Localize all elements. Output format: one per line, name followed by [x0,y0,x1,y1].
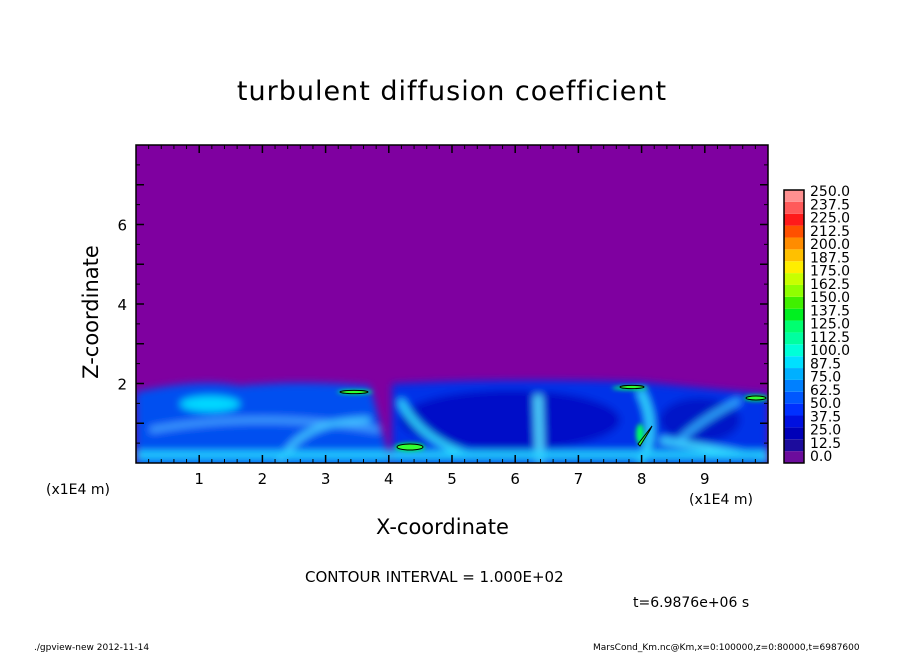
colorbar-label: 87.5 [810,356,841,372]
colorbar-swatch [784,213,804,226]
contour-line [619,384,645,390]
colorbar-label: 0.0 [810,449,832,465]
contour-interval: CONTOUR INTERVAL = 1.000E+02 [305,568,564,586]
colorbar-label: 75.0 [810,370,841,386]
colorbar-swatch [784,344,804,357]
colorbar-label: 125.0 [810,317,850,333]
colorbar-label: 62.5 [810,383,841,399]
x-tick-label: 4 [384,470,394,488]
colorbar-swatch [784,391,804,404]
x-tick-label: 8 [637,470,647,488]
colorbar-swatch [784,415,804,428]
colorbar-label: 212.5 [810,224,850,240]
colorbar-label: 250.0 [810,184,850,200]
colorbar-swatch [784,439,804,452]
colorbar-swatch [784,308,804,321]
colorbar-label: 162.5 [810,277,850,293]
colorbar: 0.012.525.037.550.062.575.087.5100.0112.… [783,184,850,465]
x-tick-label: 2 [258,470,268,488]
colorbar-frame [783,189,805,464]
colorbar-swatch [784,320,804,333]
colorbar-swatch [784,451,804,463]
colorbar-swatch [784,237,804,250]
colorbar-swatch [784,273,804,285]
x-tick-label: 9 [700,470,710,488]
y-tick-label: 6 [117,217,127,235]
heatmap-field [136,145,768,463]
colorbar-swatch [784,225,804,238]
z-axis-unit: (x1E4 m) [46,482,110,498]
colorbar-swatch [784,249,804,262]
colorbar-label: 150.0 [810,290,850,306]
y-tick-label: 4 [117,296,127,314]
contour-line [396,443,424,451]
colorbar-label: 50.0 [810,396,841,412]
colorbar-label: 25.0 [810,423,841,439]
colorbar-swatch [784,332,804,345]
footer-right: MarsCond_Km.nc@Km,x=0:100000,z=0:80000,t… [593,643,860,653]
colorbar-label: 100.0 [810,343,850,359]
colorbar-swatch [784,368,804,380]
colorbar-swatch [784,201,804,214]
x-tick-label: 1 [194,470,204,488]
x-tick-label: 5 [447,470,457,488]
colorbar-swatch [784,190,804,202]
x-tick-label: 3 [321,470,331,488]
colorbar-label: 12.5 [810,436,841,452]
colorbar-label: 175.0 [810,264,850,280]
y-tick-label: 2 [117,376,127,394]
x-tick-label: 7 [574,470,584,488]
contour-line [339,389,369,395]
colorbar-swatch [784,296,804,309]
colorbar-label: 200.0 [810,237,850,253]
footer-left: ./gpview-new 2012-11-14 [34,643,150,653]
colorbar-label: 187.5 [810,250,850,266]
x-axis-label: X-coordinate [376,515,509,539]
colorbar-swatch [784,356,804,369]
contour-line [745,395,767,401]
colorbar-label: 112.5 [810,330,850,346]
colorbar-label: 37.5 [810,409,841,425]
colorbar-swatch [784,427,804,440]
colorbar-swatch [784,261,804,274]
x-axis-unit: (x1E4 m) [689,492,753,508]
time-label: t=6.9876e+06 s [633,595,750,611]
colorbar-swatch [784,403,804,416]
contour-line [637,425,653,447]
colorbar-label: 237.5 [810,197,850,213]
chart-title: turbulent diffusion coefficient [236,76,668,107]
colorbar-swatch [784,284,804,297]
colorbar-label: 137.5 [810,303,850,319]
x-tick-label: 6 [510,470,520,488]
colorbar-swatch [784,379,804,392]
colorbar-label: 225.0 [810,211,850,227]
